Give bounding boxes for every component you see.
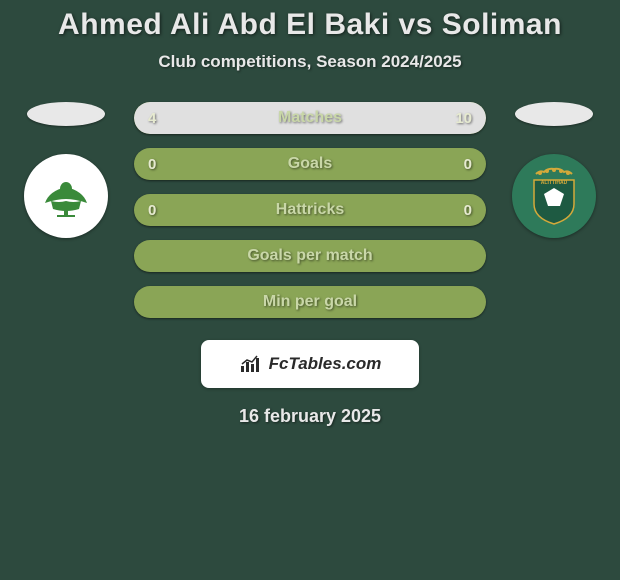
page-title: Ahmed Ali Abd El Baki vs Soliman — [0, 8, 620, 42]
right-club-logo: ALITTIHAD — [512, 154, 596, 238]
main-row: Matches 4 10 Goals 0 0 Hattricks 0 0 Goals per ma… — [0, 102, 620, 318]
left-country-flag — [27, 102, 105, 126]
brand-text: FcTables.com — [269, 354, 382, 374]
stat-label: Min per goal — [263, 293, 357, 311]
stat-value-right: 0 — [464, 156, 472, 173]
stat-label: Matches — [278, 109, 342, 127]
comparison-card: Ahmed Ali Abd El Baki vs Soliman Club co… — [0, 0, 620, 580]
stat-bar: Goals 0 0 — [134, 148, 486, 180]
right-player-column: ALITTIHAD — [504, 102, 604, 238]
stat-bar: Goals per match — [134, 240, 486, 272]
stat-label: Goals — [288, 155, 332, 173]
subtitle: Club competitions, Season 2024/2025 — [0, 52, 620, 72]
shield-icon: ALITTIHAD — [522, 164, 586, 228]
chart-icon — [239, 354, 263, 374]
svg-text:ALITTIHAD: ALITTIHAD — [541, 180, 568, 186]
stat-value-right: 10 — [455, 110, 472, 127]
date-text: 16 february 2025 — [0, 406, 620, 427]
stat-label: Goals per match — [247, 247, 372, 265]
stat-value-left: 0 — [148, 202, 156, 219]
left-club-logo — [24, 154, 108, 238]
stat-bar: Matches 4 10 — [134, 102, 486, 134]
right-country-flag — [515, 102, 593, 126]
stat-bar: Min per goal — [134, 286, 486, 318]
left-player-column — [16, 102, 116, 238]
stat-value-left: 4 — [148, 110, 156, 127]
eagle-icon — [39, 169, 93, 223]
stat-value-right: 0 — [464, 202, 472, 219]
stat-label: Hattricks — [276, 201, 344, 219]
bar-fill-right — [235, 102, 486, 134]
stat-bar: Hattricks 0 0 — [134, 194, 486, 226]
brand-badge: FcTables.com — [201, 340, 419, 388]
stat-value-left: 0 — [148, 156, 156, 173]
stat-bars: Matches 4 10 Goals 0 0 Hattricks 0 0 Goals per ma… — [134, 102, 486, 318]
